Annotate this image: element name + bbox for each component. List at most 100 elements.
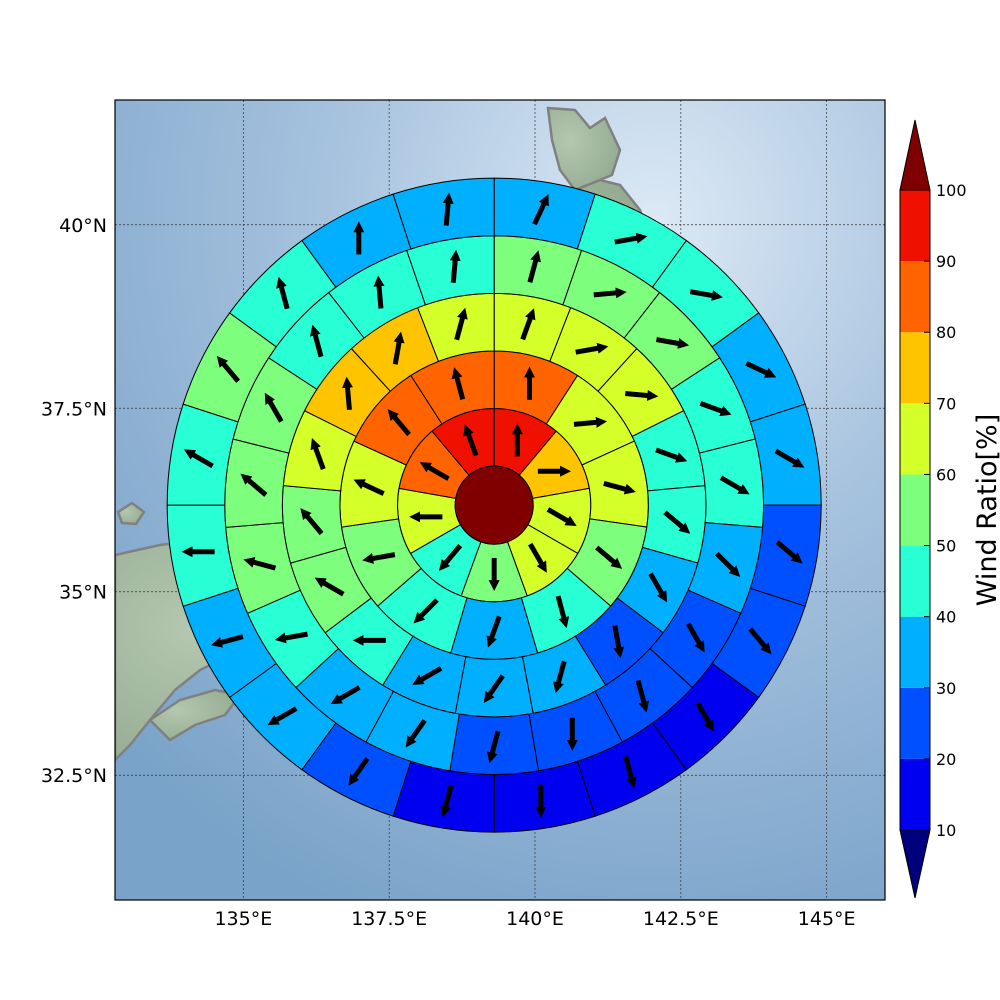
wind-arrow bbox=[532, 194, 549, 226]
wind-arrow bbox=[392, 331, 405, 365]
x-tick-label: 137.5°E bbox=[351, 908, 427, 930]
wind-arrow bbox=[264, 392, 284, 423]
wind-arrow bbox=[745, 361, 777, 378]
wind-arrow bbox=[719, 475, 750, 495]
wind-arrow bbox=[362, 552, 396, 564]
wind-arrow bbox=[300, 508, 324, 536]
colorbar-ticks: 10 20 30 40 50 60 70 80 90 100 bbox=[924, 181, 967, 840]
wind-arrow bbox=[353, 479, 385, 496]
colorbar-over-triangle bbox=[899, 119, 931, 191]
wind-arrow bbox=[655, 337, 690, 349]
x-tick-label: 140°E bbox=[506, 908, 564, 930]
colorbar-blocks bbox=[899, 189, 931, 831]
wind-arrow bbox=[449, 249, 461, 283]
wind-arrow bbox=[451, 367, 466, 400]
wind-arrow bbox=[348, 757, 370, 786]
colorbar: 10 20 30 40 50 60 70 80 90 100 Wind Ratio[%] bbox=[899, 119, 1000, 899]
wind-arrow bbox=[463, 424, 479, 457]
wind-arrow bbox=[555, 595, 570, 629]
wind-arrow bbox=[655, 447, 688, 463]
wind-arrow bbox=[593, 287, 627, 299]
wind-arrow bbox=[314, 577, 345, 597]
wind-arrow bbox=[310, 438, 326, 471]
wind-arrow bbox=[240, 473, 268, 497]
colorbar-block bbox=[900, 687, 930, 759]
wind-arrow bbox=[546, 507, 577, 526]
land-shikoku bbox=[148, 688, 243, 742]
wind-arrow bbox=[748, 627, 772, 655]
x-tick-label: 135°E bbox=[214, 908, 272, 930]
colorbar-tick-label: 10 bbox=[936, 821, 956, 840]
colorbar-tick-label: 30 bbox=[936, 679, 956, 698]
colorbar-block bbox=[900, 474, 930, 546]
wind-arrow bbox=[387, 409, 411, 437]
wind-arrow bbox=[309, 324, 324, 358]
wind-arrow bbox=[528, 542, 547, 573]
colorbar-block bbox=[900, 545, 930, 617]
wind-arrows bbox=[181, 192, 805, 818]
center-disk bbox=[454, 465, 534, 545]
wind-arrow bbox=[486, 615, 502, 648]
wind-arrow bbox=[612, 625, 625, 659]
wind-arrow bbox=[373, 275, 385, 309]
colorbar-label: Wind Ratio[%] bbox=[972, 414, 1000, 606]
wind-arrow bbox=[412, 666, 443, 685]
x-tick-label: 142.5°E bbox=[643, 908, 719, 930]
colorbar-tick-label: 100 bbox=[936, 181, 967, 200]
wind-arrow bbox=[440, 784, 454, 818]
y-tick-label: 32.5°N bbox=[41, 765, 107, 787]
land-oki bbox=[116, 501, 146, 526]
map-panel bbox=[114, 99, 886, 901]
wind-arrow bbox=[699, 401, 732, 417]
colorbar-tick-label: 50 bbox=[936, 537, 956, 556]
wind-arrow bbox=[527, 250, 541, 283]
colorbar-block bbox=[900, 261, 930, 333]
wind-arrow bbox=[625, 389, 659, 401]
colorbar-tick-label: 90 bbox=[936, 252, 956, 271]
wind-arrow bbox=[689, 289, 723, 301]
wind-arrow bbox=[575, 342, 609, 355]
wind-arrow bbox=[274, 631, 308, 644]
wind-arrow bbox=[442, 192, 454, 226]
wind-arrow bbox=[603, 480, 636, 495]
wind-arrow bbox=[419, 462, 450, 481]
wind-arrow bbox=[553, 660, 567, 694]
polar-cell bbox=[224, 438, 290, 528]
wind-arrow bbox=[405, 718, 427, 748]
wind-arrow bbox=[413, 598, 439, 624]
wind-arrow bbox=[695, 701, 715, 732]
land-tohoku-north bbox=[546, 106, 622, 192]
wind-arrow bbox=[635, 679, 650, 713]
colorbar-block bbox=[900, 616, 930, 688]
colorbar-block bbox=[900, 758, 930, 830]
wind-arrow bbox=[267, 706, 298, 726]
wind-arrow bbox=[623, 755, 637, 789]
wind-arrow bbox=[648, 572, 668, 603]
wind-arrow bbox=[715, 551, 741, 578]
colorbar-block bbox=[900, 332, 930, 404]
wind-arrow bbox=[276, 276, 290, 310]
polar-cell bbox=[392, 177, 495, 250]
x-tick-label: 145°E bbox=[798, 908, 856, 930]
wind-arrow bbox=[520, 308, 536, 341]
x-axis-ticks: 135°E 137.5°E 140°E 142.5°E 145°E bbox=[214, 908, 855, 930]
map-border bbox=[114, 99, 886, 901]
y-tick-label: 35°N bbox=[59, 582, 107, 604]
wind-arrow bbox=[210, 634, 244, 648]
wind-arrow bbox=[330, 685, 361, 705]
wind-arrow bbox=[216, 355, 241, 383]
wind-arrow bbox=[438, 543, 463, 571]
colorbar-block bbox=[900, 403, 930, 475]
colorbar-block bbox=[900, 190, 930, 262]
y-tick-label: 37.5°N bbox=[41, 398, 107, 420]
colorbar-tick-label: 20 bbox=[936, 750, 956, 769]
wind-arrow bbox=[342, 376, 353, 411]
colorbar-tick-label: 80 bbox=[936, 323, 956, 342]
y-tick-label: 40°N bbox=[59, 215, 107, 237]
wind-arrow bbox=[685, 622, 705, 653]
colorbar-under-triangle bbox=[899, 829, 931, 899]
y-axis-ticks: 40°N 37.5°N 35°N 32.5°N bbox=[41, 215, 107, 787]
wind-arrow bbox=[663, 510, 691, 534]
wind-arrow bbox=[454, 307, 468, 341]
